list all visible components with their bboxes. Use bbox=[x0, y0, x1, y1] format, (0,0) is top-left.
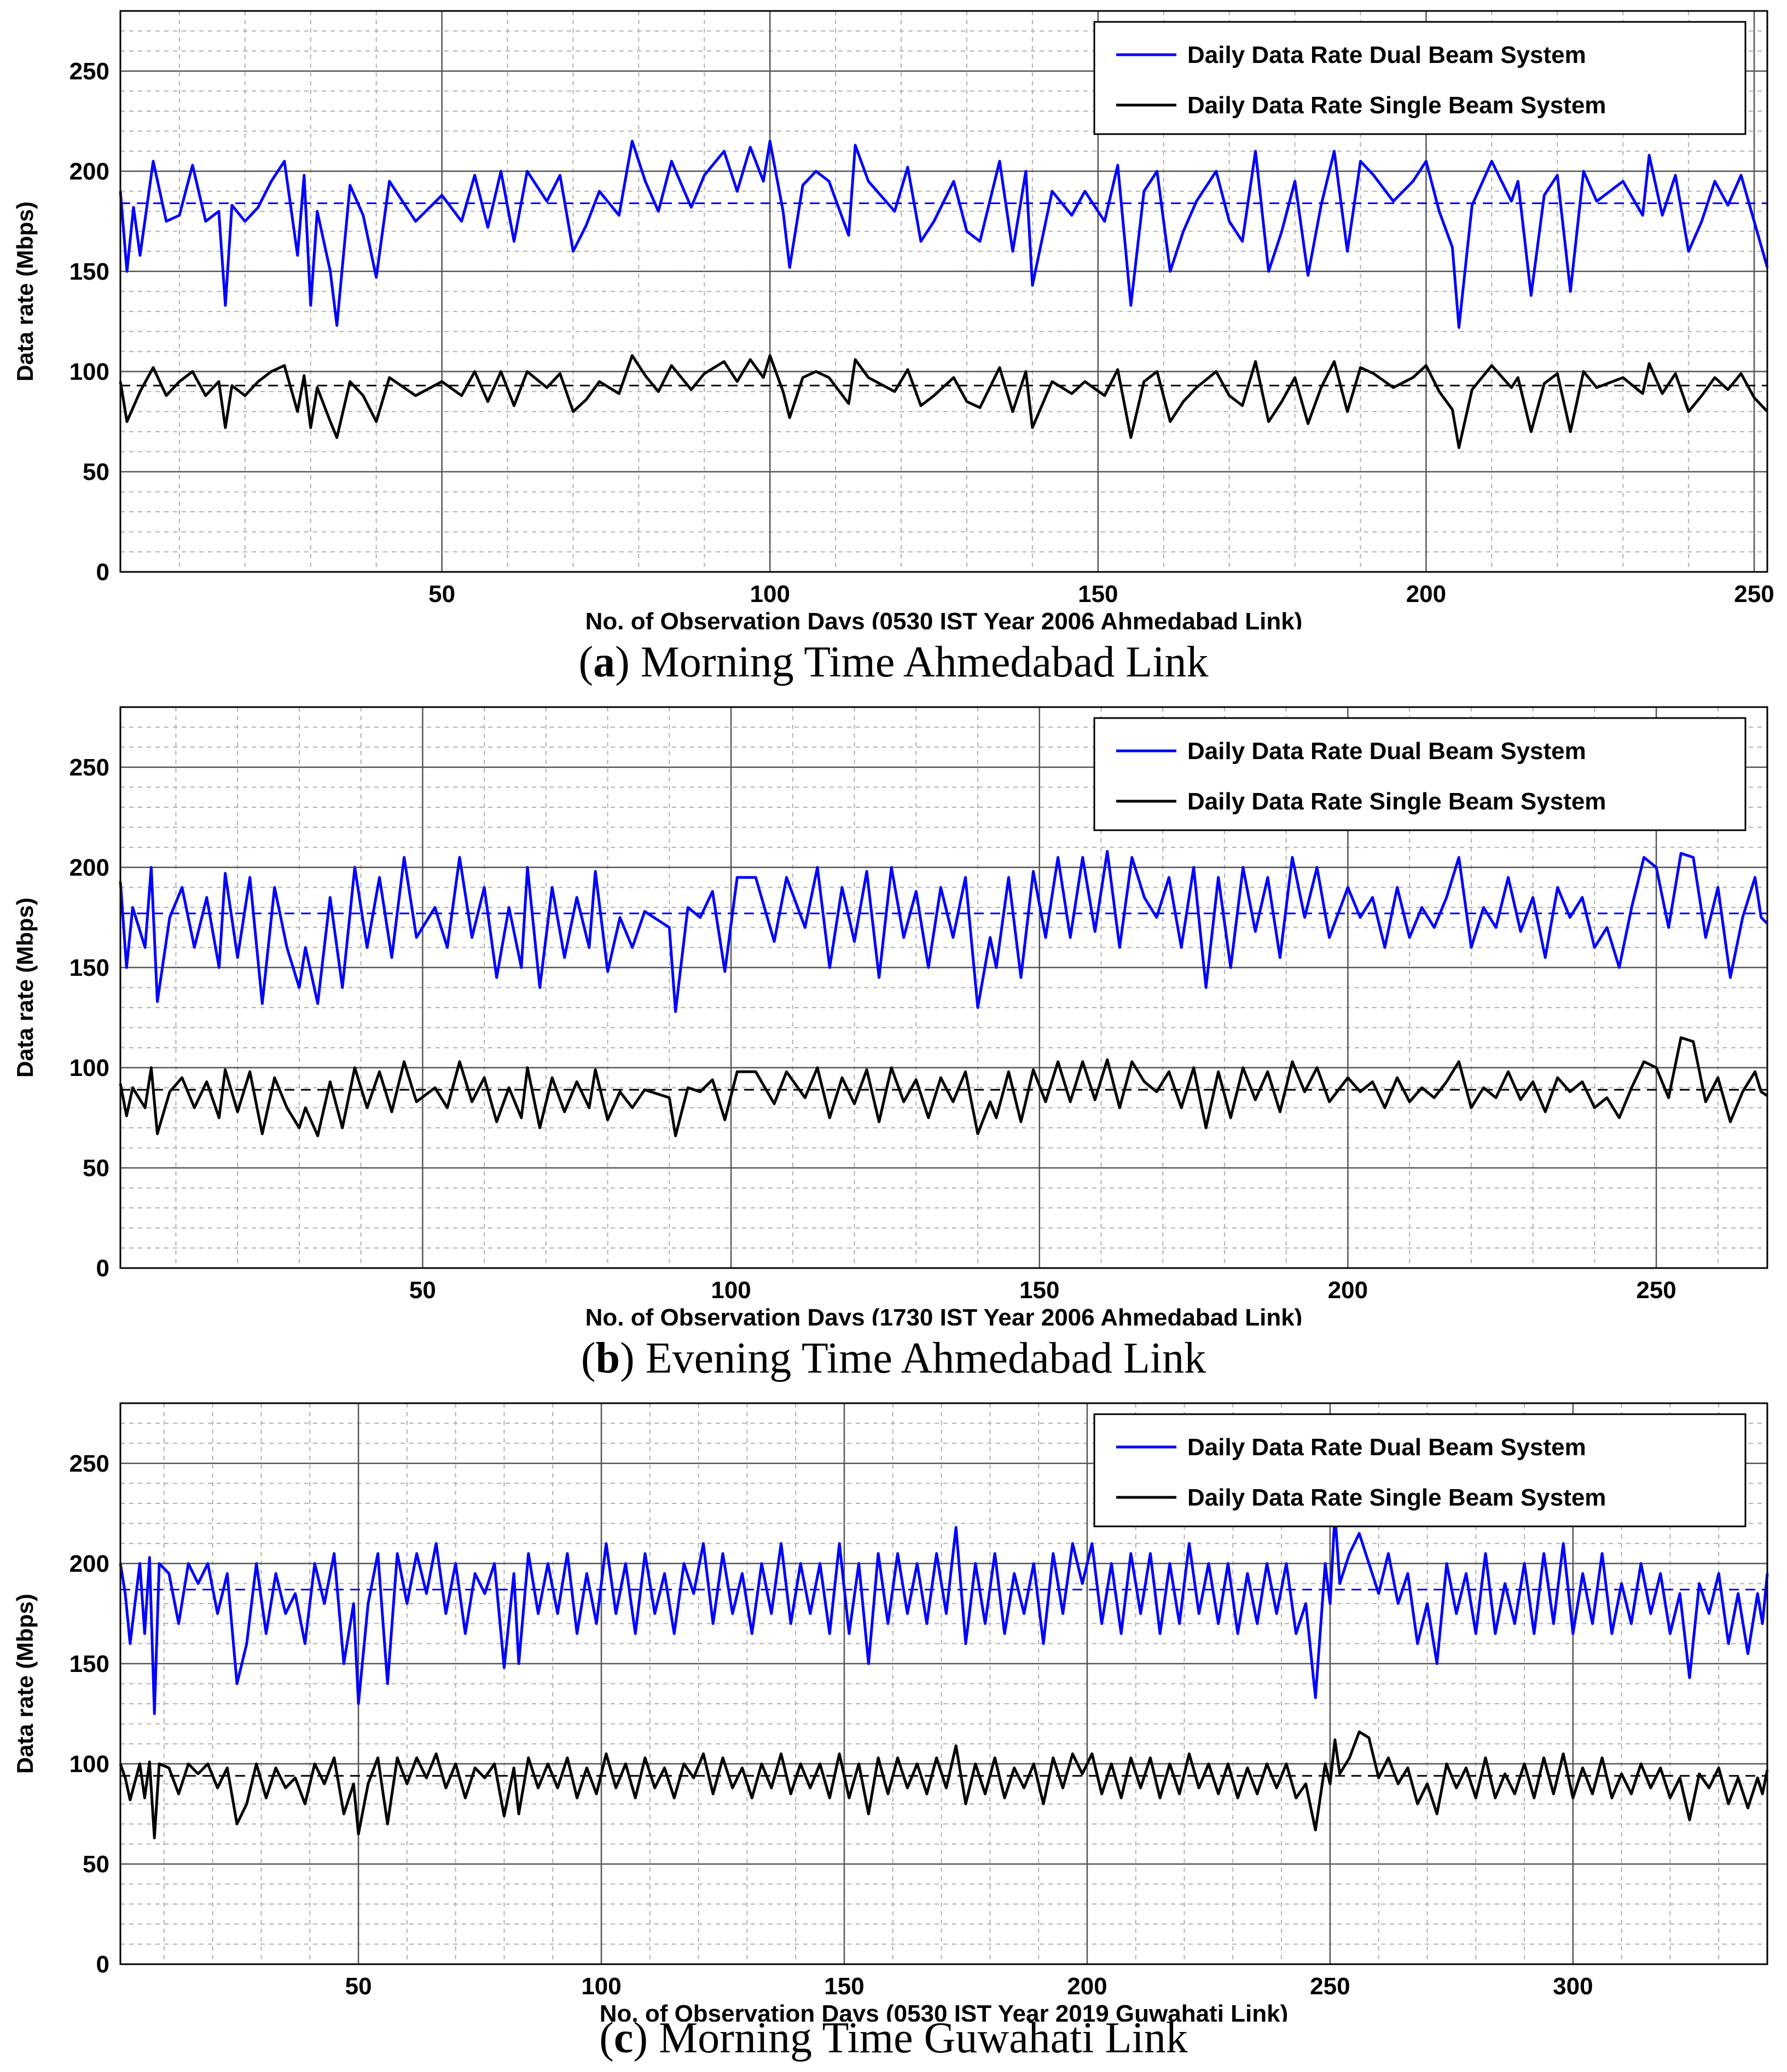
x-axis-label: No. of Observation Days (0530 IST Year 2… bbox=[600, 2000, 1289, 2022]
y-tick-label: 200 bbox=[69, 1550, 109, 1577]
x-tick-label: 200 bbox=[1067, 1973, 1107, 2000]
series-line-single-beam bbox=[119, 1036, 1768, 1137]
chart-panel-c: 0 50 100 150 200 250 50 100 150 200 250 300 No. of O… bbox=[0, 1392, 1787, 2072]
x-tick-label: 250 bbox=[1310, 1973, 1350, 2000]
chart-b-caption: (b) Evening Time Ahmedabad Link bbox=[581, 1334, 1206, 1382]
y-tick-label: 50 bbox=[83, 459, 109, 485]
y-tick-label: 150 bbox=[69, 1651, 109, 1677]
x-tick-label: 250 bbox=[1734, 581, 1774, 607]
x-tick-label: 300 bbox=[1553, 1973, 1593, 2000]
y-tick-label: 50 bbox=[83, 1155, 109, 1182]
plot-frame bbox=[119, 1402, 1768, 1965]
y-axis-label: Data rate (Mbps) bbox=[12, 1594, 38, 1774]
y-tick-label: 250 bbox=[69, 754, 109, 781]
x-tick-label: 200 bbox=[1328, 1277, 1368, 1304]
chart-c-legend: Daily Data Rate Dual Beam System Daily Da… bbox=[1093, 1413, 1747, 1527]
y-tick-label: 200 bbox=[69, 854, 109, 881]
chart-c-caption-text: Morning Time Guwahati Link bbox=[648, 2014, 1188, 2062]
series-line-dual-beam bbox=[119, 850, 1768, 1013]
legend-box bbox=[1093, 717, 1747, 831]
x-tick-label: 200 bbox=[1406, 581, 1446, 607]
x-tick-label: 150 bbox=[824, 1973, 864, 2000]
y-tick-label: 250 bbox=[69, 1450, 109, 1477]
x-tick-label: 50 bbox=[345, 1973, 372, 2000]
chart-panel-a: 0 50 100 150 200 250 50 100 150 200 250 No. of Obse… bbox=[0, 0, 1787, 696]
chart-c-caption-letter: c bbox=[613, 2014, 634, 2062]
legend-label: Daily Data Rate Dual Beam System bbox=[1187, 738, 1586, 765]
chart-panel-b: 0 50 100 150 200 250 50 100 150 200 250 No. of Obse… bbox=[0, 696, 1787, 1392]
series-line-single-beam bbox=[119, 354, 1768, 449]
chart-b-svg: 0 50 100 150 200 250 50 100 150 200 250 No. of Obse… bbox=[12, 706, 1768, 1326]
x-tick-label: 50 bbox=[428, 581, 455, 607]
legend-label: Daily Data Rate Single Beam System bbox=[1187, 788, 1606, 815]
plot-frame bbox=[119, 706, 1768, 1269]
x-tick-label: 150 bbox=[1019, 1277, 1059, 1304]
series-line-dual-beam bbox=[119, 1512, 1769, 1715]
y-tick-label: 0 bbox=[96, 1255, 109, 1282]
y-tick-label: 100 bbox=[69, 358, 109, 385]
x-tick-label: 150 bbox=[1078, 581, 1118, 607]
y-tick-label: 50 bbox=[83, 1851, 109, 1878]
legend-label: Daily Data Rate Dual Beam System bbox=[1187, 42, 1586, 68]
chart-a-caption-letter: a bbox=[593, 638, 616, 686]
y-axis-label: Data rate (Mbps) bbox=[12, 898, 38, 1078]
chart-a-legend: Daily Data Rate Dual Beam System Daily Da… bbox=[1093, 21, 1747, 135]
chart-a-svg: 0 50 100 150 200 250 50 100 150 200 250 No. of Obse… bbox=[12, 10, 1774, 629]
y-tick-label: 100 bbox=[69, 1751, 109, 1778]
chart-a-grid bbox=[120, 10, 1767, 573]
x-axis-label: No. of Observation Days (0530 IST Year 2… bbox=[585, 608, 1303, 629]
x-tick-label: 250 bbox=[1636, 1277, 1676, 1304]
y-tick-label: 200 bbox=[69, 158, 109, 185]
legend-label: Daily Data Rate Dual Beam System bbox=[1187, 1434, 1586, 1461]
chart-a-caption-text: Morning Time Ahmedabad Link bbox=[629, 638, 1209, 686]
chart-c-svg: 0 50 100 150 200 250 50 100 150 200 250 300 No. of O… bbox=[12, 1402, 1769, 2022]
y-tick-label: 150 bbox=[69, 258, 109, 285]
x-tick-label: 100 bbox=[750, 581, 790, 607]
y-axis-label: Data rate (Mbps) bbox=[12, 201, 38, 381]
series-line-single-beam bbox=[119, 1730, 1769, 1839]
x-tick-label: 100 bbox=[711, 1277, 751, 1304]
plot-frame bbox=[119, 10, 1768, 573]
y-tick-label: 250 bbox=[69, 58, 109, 85]
x-axis-label: No. of Observation Days (1730 IST Year 2… bbox=[585, 1304, 1303, 1326]
y-tick-label: 0 bbox=[96, 1951, 109, 1978]
series-line-dual-beam bbox=[119, 140, 1769, 329]
chart-b-caption-text: Evening Time Ahmedabad Link bbox=[634, 1334, 1206, 1382]
x-tick-label: 50 bbox=[409, 1277, 436, 1304]
legend-box bbox=[1093, 1413, 1747, 1527]
chart-b-legend: Daily Data Rate Dual Beam System Daily Da… bbox=[1093, 717, 1747, 831]
x-tick-label: 100 bbox=[581, 1973, 621, 2000]
y-tick-label: 100 bbox=[69, 1055, 109, 1081]
legend-box bbox=[1093, 21, 1747, 135]
y-tick-label: 150 bbox=[69, 954, 109, 981]
chart-b-caption-letter: b bbox=[595, 1334, 620, 1382]
y-tick-label: 0 bbox=[96, 559, 109, 586]
chart-a-caption: (a) Morning Time Ahmedabad Link bbox=[578, 638, 1209, 686]
legend-label: Daily Data Rate Single Beam System bbox=[1187, 1484, 1606, 1511]
legend-label: Daily Data Rate Single Beam System bbox=[1187, 92, 1606, 119]
chart-c-caption: (c) Morning Time Guwahati Link bbox=[599, 2014, 1188, 2062]
